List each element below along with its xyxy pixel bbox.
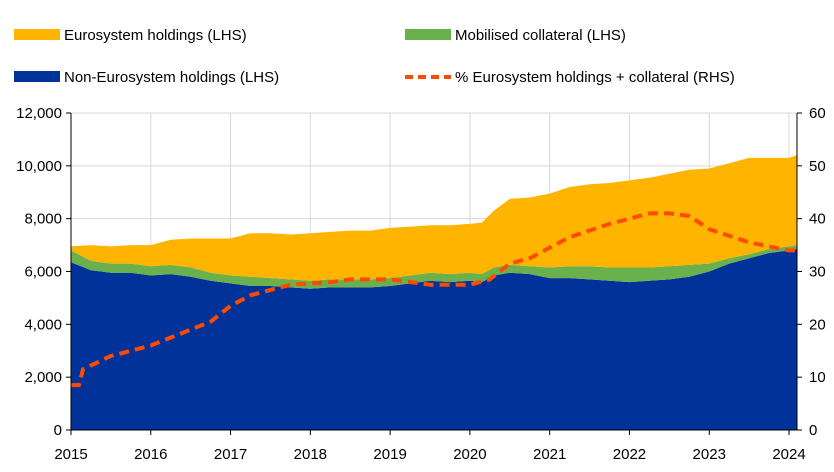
x-tick-label: 2019 xyxy=(373,446,406,463)
x-tick-label: 2021 xyxy=(533,446,566,463)
legend-swatch xyxy=(14,71,60,82)
x-tick-label: 2022 xyxy=(613,446,646,463)
legend: Eurosystem holdings (LHS) Mobilised colla… xyxy=(14,27,735,86)
legend-label: Non-Eurosystem holdings (LHS) xyxy=(64,69,279,86)
legend-label: % Eurosystem holdings + collateral (RHS) xyxy=(455,69,735,86)
stacked-areas xyxy=(71,155,797,430)
y-tick-label-right: 60 xyxy=(809,105,826,122)
y-tick-label-right: 20 xyxy=(809,316,826,333)
y-tick-label-right: 10 xyxy=(809,369,826,386)
x-tick-label: 2016 xyxy=(134,446,167,463)
y-tick-label-left: 10,000 xyxy=(16,158,62,175)
y-tick-label-left: 2,000 xyxy=(24,369,62,386)
axes xyxy=(66,112,802,435)
y-tick-label-left: 8,000 xyxy=(24,211,62,228)
x-tick-label: 2015 xyxy=(54,446,87,463)
area-series xyxy=(71,155,797,281)
y-tick-label-left: 6,000 xyxy=(24,264,62,281)
x-tick-label: 2024 xyxy=(772,446,805,463)
y-tick-label-left: 4,000 xyxy=(24,316,62,333)
legend-label: Mobilised collateral (LHS) xyxy=(455,27,626,44)
legend-swatch xyxy=(14,29,60,40)
y-tick-label-left: 12,000 xyxy=(16,105,62,122)
x-tick-label: 2023 xyxy=(693,446,726,463)
x-tick-label: 2017 xyxy=(214,446,247,463)
y-tick-label-right: 0 xyxy=(809,422,817,439)
legend-label: Eurosystem holdings (LHS) xyxy=(64,27,247,44)
y-tick-label-left: 0 xyxy=(54,422,62,439)
y-tick-label-right: 50 xyxy=(809,158,826,175)
x-tick-label: 2020 xyxy=(453,446,486,463)
tick-labels: 2015 2016 2017 2018 2019 2020 2021 2022 2023 2024… xyxy=(16,105,826,463)
x-tick-label: 2018 xyxy=(294,446,327,463)
area-series xyxy=(71,245,797,289)
y-tick-label-right: 40 xyxy=(809,211,826,228)
y-tick-label-right: 30 xyxy=(809,264,826,281)
legend-swatch xyxy=(405,29,451,40)
